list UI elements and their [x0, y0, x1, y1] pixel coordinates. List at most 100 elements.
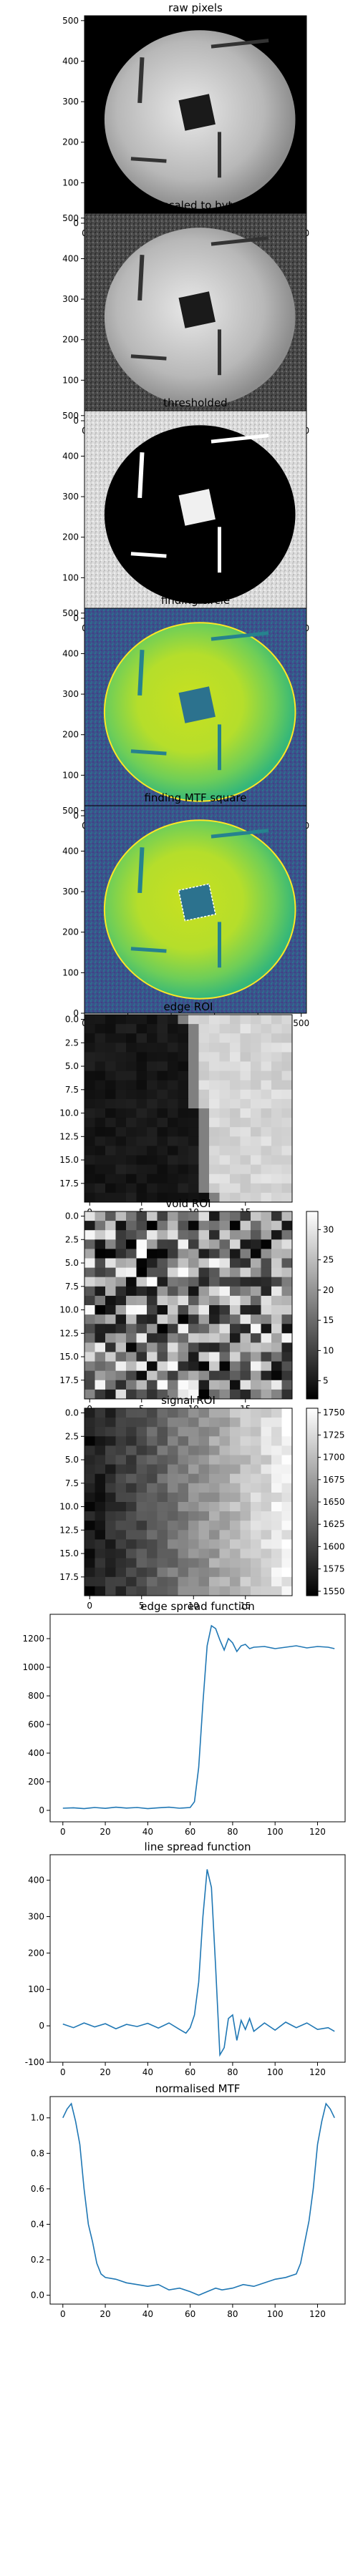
roi-pixel	[240, 1408, 251, 1418]
roi-pixel	[157, 1089, 168, 1100]
roi-pixel	[157, 1211, 168, 1221]
line-panel-3: 0 20 40 60 80 100 120 0.0 0.2 0.4 0.6 0.8 1.0 normali…	[31, 2082, 346, 2319]
line-panel-2: 0 20 40 60 80 100 120 -100 0 100 200 300 400 line spr…	[25, 1840, 346, 2077]
roi-pixel	[219, 1136, 231, 1146]
roi-pixel	[198, 1249, 210, 1259]
roi-pixel	[136, 1558, 147, 1568]
roi-pixel	[147, 1098, 158, 1109]
roi-pixel	[84, 1221, 95, 1231]
roi-pixel	[168, 1436, 178, 1446]
roi-pixel	[251, 1324, 261, 1334]
roi-pixel	[261, 1361, 272, 1372]
roi-pixel	[84, 1558, 95, 1568]
roi-pixel	[219, 1389, 231, 1400]
colorbar-tick-label: 15	[323, 1315, 334, 1325]
roi-pixel	[188, 1502, 199, 1512]
roi-pixel	[95, 1211, 106, 1221]
rod	[211, 434, 269, 444]
roi-pixel	[188, 1380, 199, 1390]
roi-pixel	[251, 1221, 261, 1231]
roi-pixel	[209, 1324, 220, 1334]
roi-pixel	[271, 1286, 282, 1297]
roi-pixel	[198, 1033, 210, 1043]
roi-pixel	[261, 1174, 272, 1184]
roi-pixel	[157, 1146, 168, 1156]
roi-pixel	[271, 1024, 282, 1034]
roi-pixel	[281, 1080, 293, 1091]
roi-pixel	[219, 1239, 231, 1249]
roi-pixel	[209, 1239, 220, 1249]
roi-pixel	[84, 1070, 95, 1081]
roi-pixel	[188, 1043, 199, 1053]
roi-pixel	[115, 1043, 127, 1053]
roi-pixel	[271, 1361, 282, 1372]
roi-pixel	[188, 1249, 199, 1259]
roi-pixel	[157, 1221, 168, 1231]
roi-pixel	[115, 1080, 127, 1091]
roi-pixel	[188, 1183, 199, 1194]
roi-pixel	[168, 1061, 178, 1071]
roi-pixel	[240, 1211, 251, 1221]
roi-pixel	[209, 1539, 220, 1549]
roi-pixel	[219, 1492, 231, 1503]
roi-pixel	[95, 1070, 106, 1081]
roi-pixel	[126, 1502, 137, 1512]
roi-pixel	[219, 1455, 231, 1465]
roi-pixel	[126, 1089, 137, 1100]
roi-pixel	[105, 1342, 116, 1352]
roi-pixel	[281, 1511, 293, 1521]
roi-pixel	[115, 1183, 127, 1194]
roi-pixel	[157, 1558, 168, 1568]
roi-pixel	[157, 1548, 168, 1558]
y-tick-label: 1.0	[31, 2113, 44, 2123]
y-tick-label: 200	[62, 137, 79, 147]
panel-title: finding MTF square	[144, 791, 246, 804]
roi-pixel	[251, 1080, 261, 1091]
roi-pixel	[126, 1070, 137, 1081]
roi-pixel	[281, 1361, 293, 1372]
roi-pixel	[105, 1127, 116, 1137]
roi-pixel	[281, 1127, 293, 1137]
roi-pixel	[209, 1314, 220, 1324]
roi-pixel	[136, 1277, 147, 1287]
roi-pixel	[209, 1483, 220, 1493]
roi-pixel	[198, 1267, 210, 1278]
roi-pixel	[157, 1258, 168, 1268]
roi-pixel	[178, 1333, 189, 1343]
roi-pixel	[95, 1389, 106, 1400]
roi-pixel	[168, 1511, 178, 1521]
roi-pixel	[209, 1136, 220, 1146]
roi-pixel	[95, 1464, 106, 1475]
roi-pixel	[219, 1436, 231, 1446]
y-tick-label: 100	[28, 1984, 44, 1994]
roi-pixel	[84, 1211, 95, 1221]
x-tick-label: 20	[100, 2309, 110, 2319]
roi-pixel	[178, 1361, 189, 1372]
roi-pixel	[136, 1427, 147, 1437]
roi-pixel	[147, 1089, 158, 1100]
roi-pixel	[147, 1380, 158, 1390]
roi-pixel	[178, 1445, 189, 1455]
roi-pixel	[147, 1015, 158, 1025]
roi-pixel	[95, 1370, 106, 1381]
colorbar-tick-label: 20	[323, 1285, 334, 1295]
roi-pixel	[115, 1530, 127, 1540]
roi-pixel	[147, 1530, 158, 1540]
roi-pixel	[157, 1174, 168, 1184]
roi-pixel	[105, 1483, 116, 1493]
roi-pixel	[219, 1314, 231, 1324]
roi-pixel	[95, 1183, 106, 1194]
roi-pixel	[168, 1370, 178, 1381]
roi-pixel	[168, 1136, 178, 1146]
roi-pixel	[168, 1521, 178, 1531]
roi-pixel	[147, 1511, 158, 1521]
roi-pixel	[115, 1015, 127, 1025]
y-tick-label: 17.5	[59, 1572, 79, 1582]
roi-pixel	[198, 1192, 210, 1203]
roi-pixel	[188, 1464, 199, 1475]
series-line	[62, 2102, 335, 2296]
roi-pixel	[188, 1483, 199, 1493]
x-tick-label: 0	[60, 1827, 66, 1837]
roi-pixel	[105, 1230, 116, 1240]
